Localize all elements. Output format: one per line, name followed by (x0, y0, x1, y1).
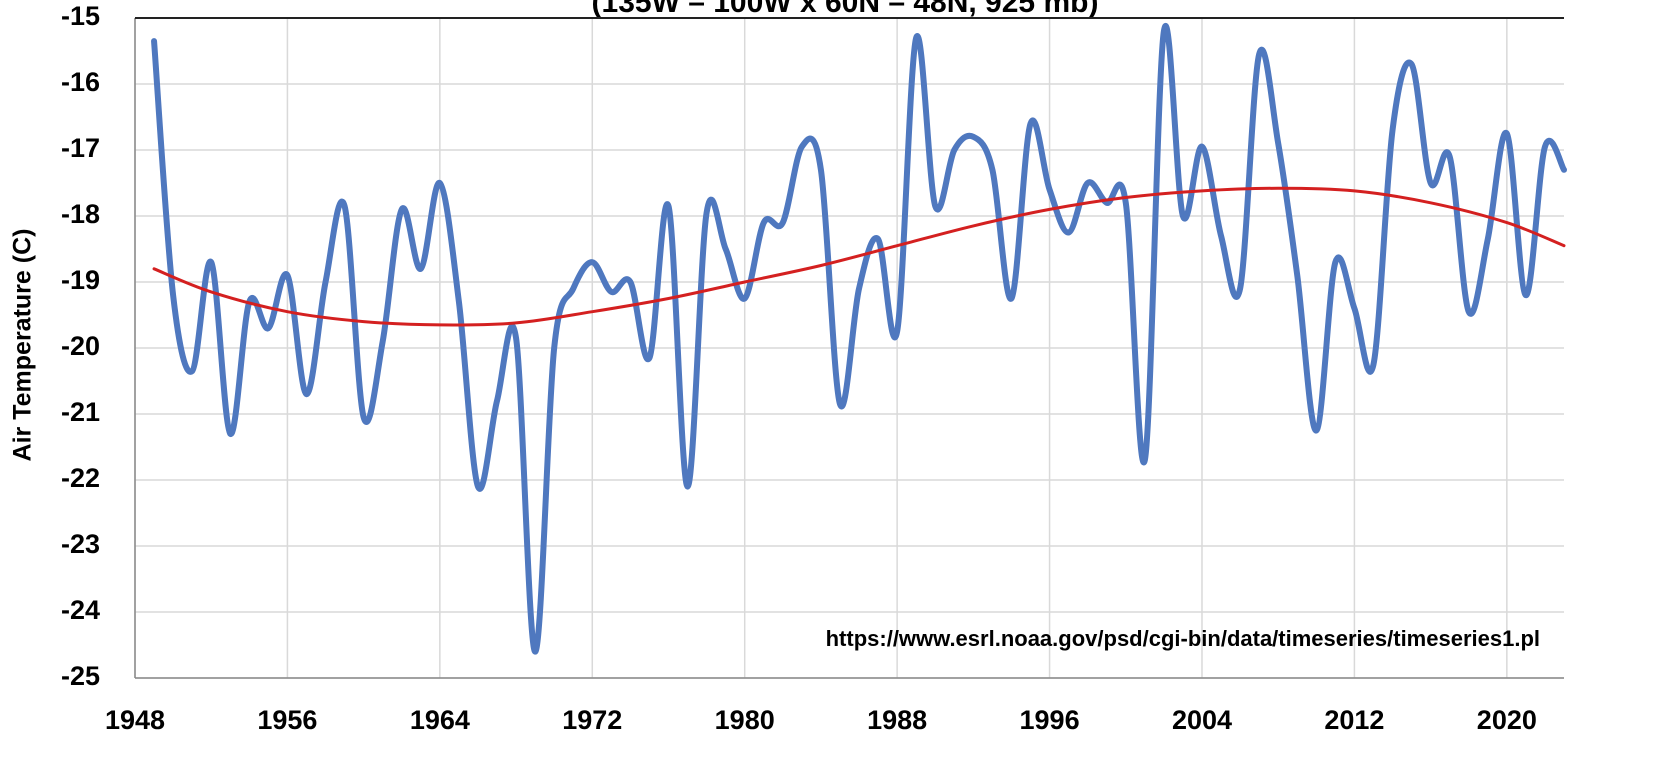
x-tick-label: 1988 (867, 705, 927, 735)
y-tick-label: -18 (61, 199, 100, 229)
y-tick-label: -23 (61, 529, 100, 559)
series-line (152, 186, 1566, 327)
y-tick-label: -20 (61, 331, 100, 361)
y-tick-label: -17 (61, 133, 100, 163)
x-tick-label: 2004 (1172, 705, 1232, 735)
chart-title: (135W – 100W x 60N – 48N, 925 mb) (592, 0, 1099, 19)
x-tick-label: 1980 (715, 705, 775, 735)
x-tick-label: 1972 (562, 705, 622, 735)
y-tick-label: -16 (61, 67, 100, 97)
x-tick-label: 1956 (257, 705, 317, 735)
x-tick-label: 1996 (1020, 705, 1080, 735)
y-axis-label: Air Temperature (C) (9, 229, 37, 462)
y-tick-label: -22 (61, 463, 100, 493)
y-tick-label: -19 (61, 265, 100, 295)
y-tick-label: -21 (61, 397, 100, 427)
x-tick-label: 1948 (105, 705, 165, 735)
x-tick-label: 2012 (1324, 705, 1384, 735)
y-tick-label: -25 (61, 661, 100, 691)
series-line (151, 23, 1567, 655)
y-tick-label: -24 (61, 595, 100, 625)
x-tick-label: 1964 (410, 705, 470, 735)
source-annotation: https://www.esrl.noaa.gov/psd/cgi-bin/da… (826, 626, 1540, 651)
y-tick-label: -15 (61, 1, 100, 31)
x-tick-label: 2020 (1477, 705, 1537, 735)
